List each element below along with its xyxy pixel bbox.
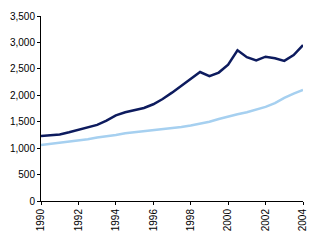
svg-text:3,500: 3,500 — [10, 11, 35, 22]
svg-text:500: 500 — [18, 169, 35, 180]
svg-text:3,000: 3,000 — [10, 37, 35, 48]
svg-text:1,000: 1,000 — [10, 143, 35, 154]
svg-text:2,500: 2,500 — [10, 63, 35, 74]
svg-text:2,000: 2,000 — [10, 90, 35, 101]
svg-text:2002: 2002 — [260, 209, 271, 232]
svg-text:1996: 1996 — [148, 209, 159, 232]
svg-text:0: 0 — [29, 196, 35, 207]
svg-text:2000: 2000 — [222, 209, 233, 232]
svg-text:1992: 1992 — [73, 209, 84, 232]
svg-text:1,500: 1,500 — [10, 116, 35, 127]
svg-text:1994: 1994 — [110, 209, 121, 232]
svg-text:1990: 1990 — [35, 209, 46, 232]
svg-text:2004: 2004 — [297, 209, 308, 232]
svg-text:1998: 1998 — [185, 209, 196, 232]
